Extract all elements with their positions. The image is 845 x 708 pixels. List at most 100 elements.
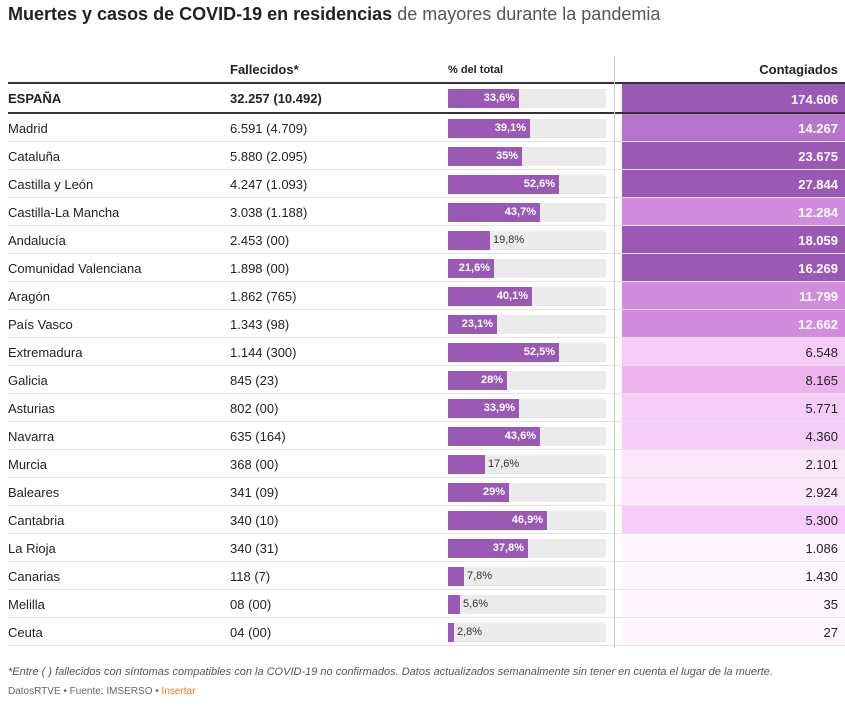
contagiados-value: 11.799 [622,282,845,309]
region-name: Aragón [8,289,50,304]
pct-bar-track: 17,6% [448,455,606,474]
fallecidos-value: 340 (10) [230,513,279,528]
pct-label: 39,1% [494,122,526,134]
region-name: Castilla-La Mancha [8,205,120,220]
column-divider [614,56,615,648]
fallecidos-value: 1.343 (98) [230,317,290,332]
pct-bar [448,427,540,446]
pct-label: 17,6% [488,458,520,470]
fallecidos-value: 118 (7) [230,569,271,584]
header-contagiados: Contagiados [759,62,838,77]
fallecidos-value: 08 (00) [230,597,272,612]
region-name: Asturias [8,401,55,416]
pct-bar-track: 5,6% [448,595,606,614]
pct-bar [448,483,509,502]
table-row-total: ESPAÑA 32.257 (10.492) 33,6% 174.606 [8,84,845,114]
table-body: ESPAÑA 32.257 (10.492) 33,6% 174.606 Madrid 6… [8,84,845,646]
pct-bar [448,147,522,166]
credits: DatosRTVE • Fuente: IMSERSO • Insertar [8,686,195,697]
table-row: Cataluña 5.880 (2.095) 35% 23.675 [8,142,845,170]
pct-bar-track: 37,8% [448,539,606,558]
pct-bar-track: 43,7% [448,203,606,222]
region-name: Navarra [8,429,55,444]
region-name: Ceuta [8,625,43,640]
pct-label: 19,8% [493,234,525,246]
pct-bar [448,343,559,362]
contagiados-value: 1.430 [622,562,845,589]
table-row: Baleares 341 (09) 29% 2.924 [8,478,845,506]
contagiados-value: 4.360 [622,422,845,449]
pct-label: 28% [480,374,503,386]
pct-bar [448,371,507,390]
contagiados-value: 6.548 [622,338,845,365]
table-row: Cantabria 340 (10) 46,9% 5.300 [8,506,845,534]
region-name: País Vasco [8,317,73,332]
contagiados-value: 27.844 [622,170,845,197]
pct-bar [448,287,532,306]
pct-bar [448,511,547,530]
fallecidos-value: 4.247 (1.093) [230,177,308,192]
pct-bar [448,623,454,642]
pct-bar-track: 43,6% [448,427,606,446]
pct-bar [448,89,519,108]
fallecidos-value: 6.591 (4.709) [230,121,308,136]
pct-label: 35% [495,150,518,162]
region-name: La Rioja [8,541,56,556]
pct-bar [448,315,497,334]
pct-label: 29% [482,486,505,498]
pct-bar [448,119,530,138]
table-row: Melilla 08 (00) 5,6% 35 [8,590,845,618]
credits-source: DatosRTVE • Fuente: IMSERSO • [8,686,159,697]
table-row: Madrid 6.591 (4.709) 39,1% 14.267 [8,114,845,142]
pct-bar [448,259,494,278]
table-row: País Vasco 1.343 (98) 23,1% 12.662 [8,310,845,338]
pct-label: 33,6% [483,92,515,104]
region-name: Galicia [8,373,48,388]
pct-label: 2,8% [457,626,483,638]
table-row: Castilla y León 4.247 (1.093) 52,6% 27.844 [8,170,845,198]
pct-label: 5,6% [463,598,489,610]
fallecidos-value: 1.898 (00) [230,261,290,276]
contagiados-value: 174.606 [622,84,845,112]
pct-bar-track: 2,8% [448,623,606,642]
chart-title: Muertes y casos de COVID-19 en residenci… [8,4,660,25]
pct-bar [448,175,559,194]
pct-bar [448,595,460,614]
table-row: Castilla-La Mancha 3.038 (1.188) 43,7% 12.2… [8,198,845,226]
pct-label: 43,7% [504,206,536,218]
region-name: Castilla y León [8,177,94,192]
pct-bar-track: 52,5% [448,343,606,362]
header-pct: % del total [448,64,504,76]
pct-bar [448,567,464,586]
pct-bar [448,203,540,222]
fallecidos-value: 04 (00) [230,625,272,640]
region-name: Madrid [8,121,48,136]
pct-bar-track: 46,9% [448,511,606,530]
table-row: Extremadura 1.144 (300) 52,5% 6.548 [8,338,845,366]
fallecidos-value: 635 (164) [230,429,286,444]
fallecidos-value: 3.038 (1.188) [230,205,308,220]
table-header: Fallecidos* % del total Contagiados [8,56,845,84]
fallecidos-value: 802 (00) [230,401,279,416]
fallecidos-value: 32.257 (10.492) [230,91,322,106]
fallecidos-value: 368 (00) [230,457,279,472]
pct-label: 37,8% [492,542,524,554]
table-row: Ceuta 04 (00) 2,8% 27 [8,618,845,646]
footnote: *Entre ( ) fallecidos con síntomas compa… [8,666,773,678]
header-fallecidos: Fallecidos* [230,62,299,77]
region-name: Murcia [8,457,48,472]
pct-bar-track: 33,6% [448,89,606,108]
region-name: ESPAÑA [8,91,62,106]
insert-link[interactable]: Insertar [161,686,196,697]
region-name: Melilla [8,597,45,612]
region-name: Cantabria [8,513,65,528]
contagiados-value: 16.269 [622,254,845,281]
fallecidos-value: 845 (23) [230,373,279,388]
region-name: Cataluña [8,149,61,164]
table-row: La Rioja 340 (31) 37,8% 1.086 [8,534,845,562]
region-name: Baleares [8,485,60,500]
pct-label: 7,8% [467,570,493,582]
pct-bar-track: 28% [448,371,606,390]
contagiados-value: 5.771 [622,394,845,421]
pct-label: 52,5% [523,346,555,358]
